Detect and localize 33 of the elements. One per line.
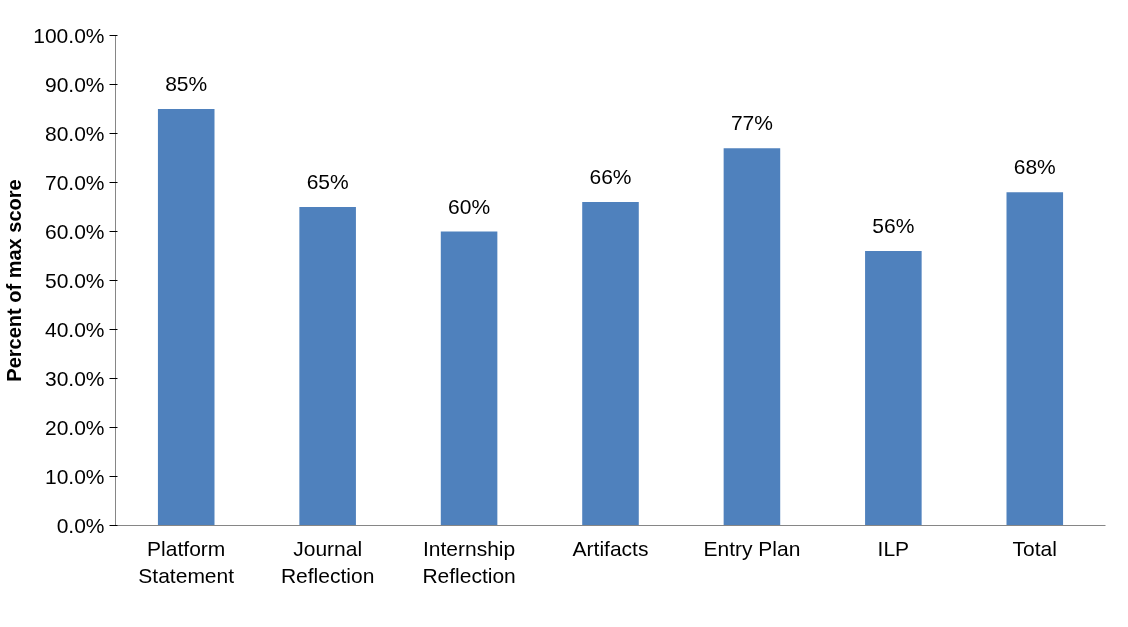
data-label: 85% <box>165 72 208 95</box>
y-tick-label: 10.0% <box>44 465 105 488</box>
x-tick-label: Platform Statement <box>138 536 235 588</box>
data-label: 66% <box>589 165 632 189</box>
data-label: 60% <box>448 194 491 218</box>
y-tick-label: 60.0% <box>44 220 105 243</box>
data-label: 68% <box>1013 155 1056 179</box>
y-tick-label: 90.0% <box>44 73 105 96</box>
y-tick-label: 20.0% <box>44 416 105 439</box>
y-tick-label: 0.0% <box>56 514 105 537</box>
y-tick-label: 40.0% <box>44 318 105 341</box>
x-tick-label: Total <box>1012 536 1057 560</box>
bar <box>440 231 498 526</box>
data-label: 77% <box>730 111 773 135</box>
x-tick-label: Entry Plan <box>703 536 801 560</box>
bar <box>157 109 215 526</box>
bar <box>865 251 922 526</box>
y-tick-label: 100.0% <box>33 24 105 47</box>
y-axis-title: Percent of max score <box>3 179 26 382</box>
bar <box>723 148 781 526</box>
x-tick-label: Journal Reflection <box>280 536 375 588</box>
x-tick-label: Artifacts <box>572 536 649 560</box>
bar <box>1006 192 1064 526</box>
x-tick-label: Internship Reflection <box>422 536 516 588</box>
bar <box>582 202 639 526</box>
y-tick-label: 80.0% <box>44 122 105 145</box>
bar <box>299 207 356 526</box>
x-tick-label: ILP <box>877 536 910 560</box>
y-tick-label: 70.0% <box>44 171 105 194</box>
y-tick-label: 30.0% <box>44 367 105 390</box>
data-label: 65% <box>306 170 349 193</box>
y-tick-label: 50.0% <box>44 269 105 292</box>
data-label: 56% <box>872 214 915 238</box>
